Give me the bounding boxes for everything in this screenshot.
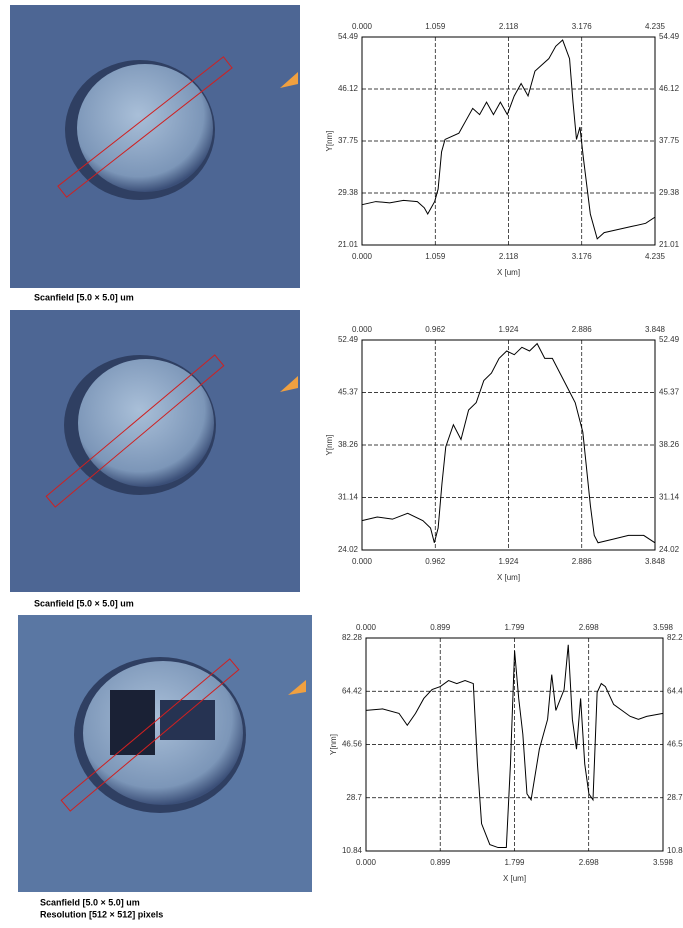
x-tick-label: 1.924 [498,557,519,566]
x-tick-label-top: 1.924 [498,325,519,334]
y-tick-label-right: 31.14 [659,493,680,502]
x-tick-label-top: 3.848 [645,325,666,334]
y-axis-label: Y[nm] [329,734,338,755]
y-tick-label: 10.84 [342,846,363,855]
x-tick-label: 3.848 [645,557,666,566]
x-tick-label: 0.000 [352,557,373,566]
x-tick-label-top: 1.059 [425,22,446,31]
x-tick-label: 0.000 [356,858,377,867]
y-tick-label-right: 46.56 [667,740,683,749]
x-tick-label: 1.799 [504,858,525,867]
x-tick-label-top: 0.899 [430,623,451,632]
y-tick-label-right: 54.49 [659,32,680,41]
y-tick-label: 24.02 [338,545,359,554]
y-tick-label-right: 45.37 [659,388,680,397]
profile-line [361,39,656,240]
afm-image [18,615,312,892]
y-tick-label-right: 52.49 [659,335,680,344]
caption: Resolution [512 × 512] pixels [40,909,163,919]
y-tick-label: 29.38 [338,188,359,197]
x-tick-label: 2.698 [579,858,600,867]
x-axis-label: X [um] [497,268,520,277]
y-tick-label: 82.28 [342,633,363,642]
y-tick-label-right: 46.12 [659,84,680,93]
x-tick-label: 0.000 [352,252,373,261]
x-tick-label-top: 2.118 [499,22,519,31]
afm-image [10,310,300,592]
x-tick-label-top: 0.000 [352,22,373,31]
y-tick-label-right: 28.7 [667,793,683,802]
profile-line [365,644,664,849]
x-tick-label: 3.598 [653,858,674,867]
x-tick-label: 4.235 [645,252,666,261]
x-axis-label: X [um] [497,573,520,582]
x-tick-label-top: 3.176 [572,22,593,31]
y-tick-label-right: 82.28 [667,633,683,642]
x-tick-label-top: 4.235 [645,22,666,31]
profile-line [361,342,656,544]
x-tick-label: 0.962 [425,557,446,566]
caption: Scanfield [5.0 × 5.0] um [34,292,134,302]
caption: Scanfield [5.0 × 5.0] um [40,897,140,907]
x-tick-label: 3.176 [572,252,593,261]
x-tick-label-top: 0.000 [356,623,377,632]
y-tick-label: 31.14 [338,493,359,502]
y-tick-label: 46.12 [338,84,359,93]
x-tick-label-top: 2.886 [572,325,593,334]
y-axis-label: Y[nm] [325,131,334,152]
y-tick-label: 38.26 [338,440,359,449]
y-tick-label: 52.49 [338,335,359,344]
y-tick-label: 37.75 [338,136,359,145]
y-tick-label-right: 37.75 [659,136,680,145]
y-tick-label: 21.01 [338,240,359,249]
y-tick-label: 46.56 [342,740,363,749]
caption: Scanfield [5.0 × 5.0] um [34,598,134,608]
y-tick-label: 64.42 [342,686,363,695]
y-axis-label: Y[nm] [325,435,334,456]
y-tick-label-right: 64.42 [667,686,683,695]
y-tick-label: 54.49 [338,32,359,41]
x-tick-label: 2.886 [572,557,593,566]
x-tick-label: 1.059 [425,252,446,261]
x-tick-label-top: 0.000 [352,325,373,334]
y-tick-label: 45.37 [338,388,359,397]
y-tick-label-right: 24.02 [659,545,680,554]
x-tick-label-top: 0.962 [425,325,446,334]
x-axis-label: X [um] [503,874,526,883]
y-tick-label-right: 38.26 [659,440,680,449]
y-tick-label-right: 21.01 [659,240,680,249]
afm-image [10,5,300,288]
y-tick-label: 28.7 [346,793,362,802]
x-tick-label: 0.899 [430,858,451,867]
y-tick-label-right: 29.38 [659,188,680,197]
x-tick-label: 2.118 [499,252,519,261]
x-tick-label-top: 3.598 [653,623,674,632]
x-tick-label-top: 1.799 [504,623,525,632]
y-tick-label-right: 10.84 [667,846,683,855]
x-tick-label-top: 2.698 [579,623,600,632]
